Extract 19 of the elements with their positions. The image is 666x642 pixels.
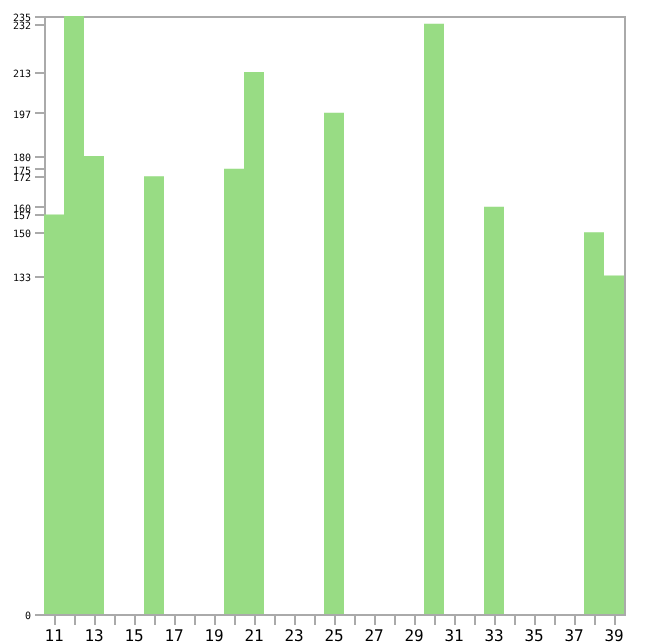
x-tick-label: 15 <box>124 627 144 642</box>
x-tick-label: 27 <box>364 627 384 642</box>
x-tick-label: 31 <box>444 627 464 642</box>
bar <box>484 206 504 614</box>
x-tick-label: 25 <box>324 627 344 642</box>
x-tick-label: 35 <box>524 627 544 642</box>
x-tick-label: 33 <box>484 627 504 642</box>
x-tick-label: 17 <box>164 627 184 642</box>
x-tick-label: 11 <box>44 627 64 642</box>
x-tick-label: 39 <box>604 627 624 642</box>
bar <box>144 176 164 614</box>
bar <box>324 112 344 614</box>
x-tick-label: 37 <box>564 627 584 642</box>
x-tick-label: 13 <box>84 627 104 642</box>
bar <box>424 23 444 614</box>
x-tick-label: 29 <box>404 627 424 642</box>
x-tick-label: 21 <box>244 627 264 642</box>
x-tick-label: 23 <box>284 627 304 642</box>
x-tick-label: 19 <box>204 627 224 642</box>
